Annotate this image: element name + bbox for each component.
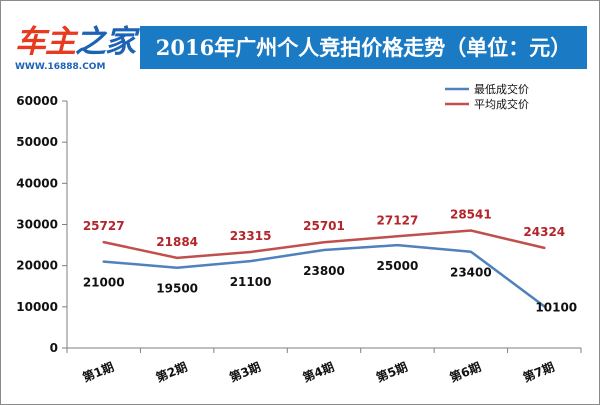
series-lines — [102, 229, 546, 308]
x-tick-label: 第5期 — [374, 359, 410, 385]
logo-wordmark: 车主之家 — [15, 24, 136, 60]
y-tick-label: 60000 — [16, 94, 58, 108]
data-labels: 21000 19500 21100 23800 25000 23400 10100 25727… — [83, 208, 577, 315]
data-label-lowest: 21100 — [230, 275, 272, 289]
x-tick-label: 第4期 — [301, 359, 337, 385]
data-label-lowest: 25000 — [377, 259, 419, 273]
y-tick-label: 50000 — [16, 135, 58, 149]
x-tick-label: 第3期 — [227, 359, 263, 385]
data-label-lowest: 21000 — [83, 276, 125, 290]
legend-label: 平均成交价 — [474, 97, 529, 111]
chart-title: 2016年广州个人竞拍价格走势（单位：元） — [140, 26, 587, 69]
data-label-lowest: 23400 — [450, 266, 492, 280]
data-label-average: 28541 — [450, 208, 492, 222]
x-tick-label: 第1期 — [80, 359, 116, 385]
data-label-average: 25701 — [303, 219, 345, 233]
data-label-average: 23315 — [230, 229, 272, 243]
y-axis: 0 10000 20000 30000 40000 50000 60000 — [16, 94, 68, 355]
x-axis: 第1期 第2期 第3期 第4期 第5期 第6期 第7期 — [66, 347, 582, 385]
logo: 车主之家 WWW.16888.COM — [11, 9, 139, 73]
x-tick-label: 第2期 — [154, 359, 190, 385]
data-label-average: 25727 — [83, 219, 125, 233]
y-tick-label: 40000 — [16, 176, 58, 190]
data-label-average: 27127 — [377, 213, 419, 227]
data-label-lowest: 10100 — [535, 300, 577, 314]
series-line-lowest — [102, 243, 546, 308]
data-label-average: 21884 — [156, 235, 198, 249]
y-tick-label: 10000 — [16, 300, 58, 314]
x-tick-label: 第7期 — [521, 359, 557, 385]
data-label-average: 24324 — [523, 225, 565, 239]
series-line-average — [102, 229, 546, 260]
data-label-lowest: 19500 — [156, 282, 198, 296]
x-tick-label: 第6期 — [447, 359, 483, 385]
y-tick-label: 0 — [50, 341, 58, 355]
logo-url: WWW.16888.COM — [15, 62, 106, 72]
data-label-lowest: 23800 — [303, 264, 345, 278]
logo-wordmark-part-2: 之家 — [75, 24, 136, 60]
y-tick-label: 30000 — [16, 218, 58, 232]
y-tick-label: 20000 — [16, 259, 58, 273]
logo-wordmark-part-1: 车主 — [15, 24, 76, 60]
legend-label: 最低成交价 — [474, 82, 529, 96]
